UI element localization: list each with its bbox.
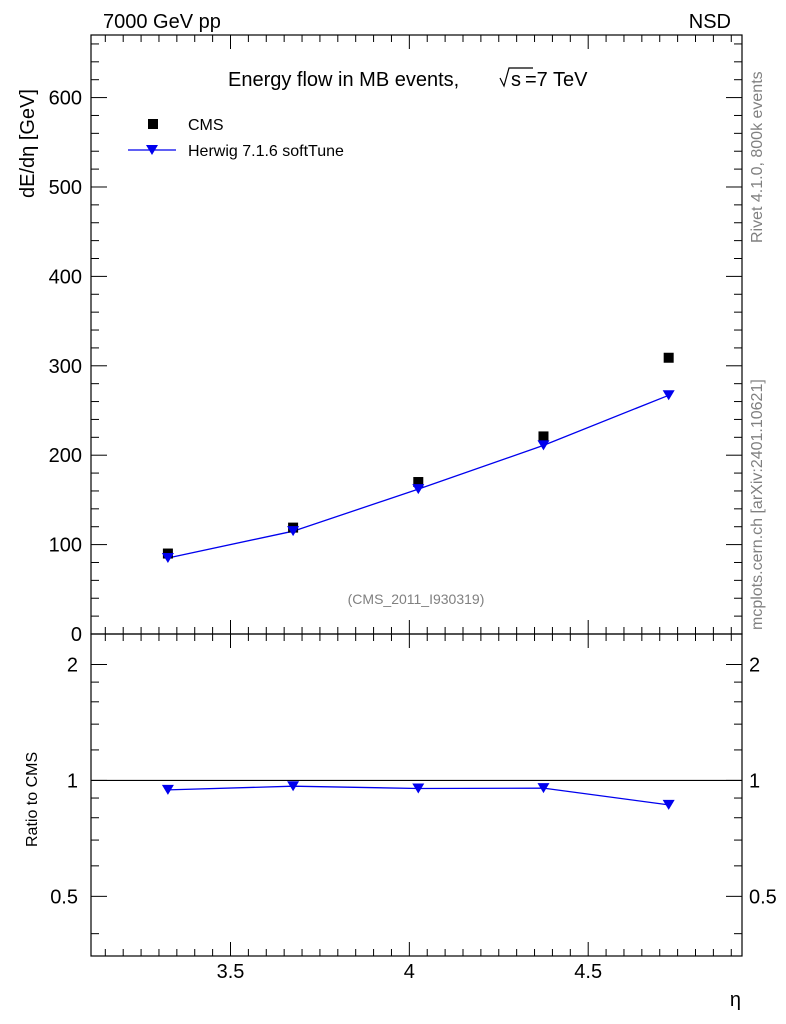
x-tick-label: 4.5 [574, 961, 602, 983]
herwig-line [167, 394, 669, 559]
herwig-point [662, 390, 675, 401]
header-right: NSD [689, 11, 731, 33]
ratio-y-tick-label-left: 0.5 [50, 886, 78, 908]
main-y-tick-labels: 0 100 200 300 400 500 600 [49, 88, 82, 646]
x-tick-labels: 3.5 4 4.5 [217, 961, 603, 983]
main-y-tick-label: 400 [49, 266, 82, 288]
sqrt-symbol [499, 67, 533, 88]
legend: CMS Herwig 7.1.6 softTune [128, 117, 344, 160]
main-y-tick-label: 0 [71, 624, 82, 646]
main-y-tick-label: 500 [49, 177, 82, 199]
chart-title-main: Energy flow in MB events, [228, 69, 459, 91]
ratio-herwig-point [662, 799, 675, 810]
x-axis-label: η [730, 989, 741, 1011]
chart-title-sqrt: s [511, 69, 521, 91]
cms-point [413, 477, 424, 488]
main-y-tick-label: 100 [49, 535, 82, 557]
ratio-y-tick-label-right: 0.5 [749, 886, 777, 908]
cms-point [538, 431, 549, 442]
main-panel: 0 100 200 300 400 500 600 Energy flow in MB ev… [17, 34, 743, 646]
ratio-y-tick-label-right: 1 [749, 770, 760, 792]
main-y-tick-label: 200 [49, 445, 82, 467]
herwig-point [287, 526, 300, 537]
legend-cms-label: CMS [188, 117, 224, 134]
header-left: 7000 GeV pp [103, 11, 221, 33]
main-y-label: dE/dη [GeV] [17, 89, 39, 198]
x-tick-label: 4 [404, 961, 415, 983]
ratio-frame [90, 633, 743, 957]
main-y-tick-label: 600 [49, 88, 82, 110]
chart-title-tail: =7 TeV [525, 69, 588, 91]
mcplots-label: mcplots.cern.ch [arXiv:2401.10621] [749, 379, 766, 630]
ratio-y-tick-label-left: 1 [67, 770, 78, 792]
herwig-point [161, 553, 174, 564]
ratio-herwig-point [161, 784, 174, 795]
herwig-point [412, 484, 425, 495]
main-series [161, 352, 675, 564]
rivet-label: Rivet 4.1.0, 800k events [749, 71, 766, 243]
ratio-herwig-point [537, 783, 550, 794]
legend-cms-marker [148, 119, 158, 129]
ratio-y-label: Ratio to CMS [24, 752, 41, 847]
ratio-panel: 0.5 0.5 1 1 2 2 3.5 4 4.5 Ratio to CMS η [24, 633, 777, 1011]
x-tick-label: 3.5 [217, 961, 245, 983]
ratio-herwig-point [412, 783, 425, 794]
chart-title: Energy flow in MB events, [228, 69, 459, 91]
herwig-point [537, 440, 550, 451]
legend-herwig-marker [146, 145, 158, 155]
ratio-series [161, 781, 675, 810]
ratio-y-tick-label-right: 2 [749, 654, 760, 676]
ratio-y-tick-label-left: 2 [67, 654, 78, 676]
ratio-herwig-point [287, 781, 300, 792]
analysis-id: (CMS_2011_I930319) [348, 591, 485, 607]
ratio-y-tick-labels: 0.5 0.5 1 1 2 2 [50, 654, 777, 908]
legend-herwig-label: Herwig 7.1.6 softTune [188, 143, 344, 160]
main-y-tick-label: 300 [49, 356, 82, 378]
cms-point [663, 352, 674, 363]
ratio-axis-ticks [91, 634, 742, 956]
